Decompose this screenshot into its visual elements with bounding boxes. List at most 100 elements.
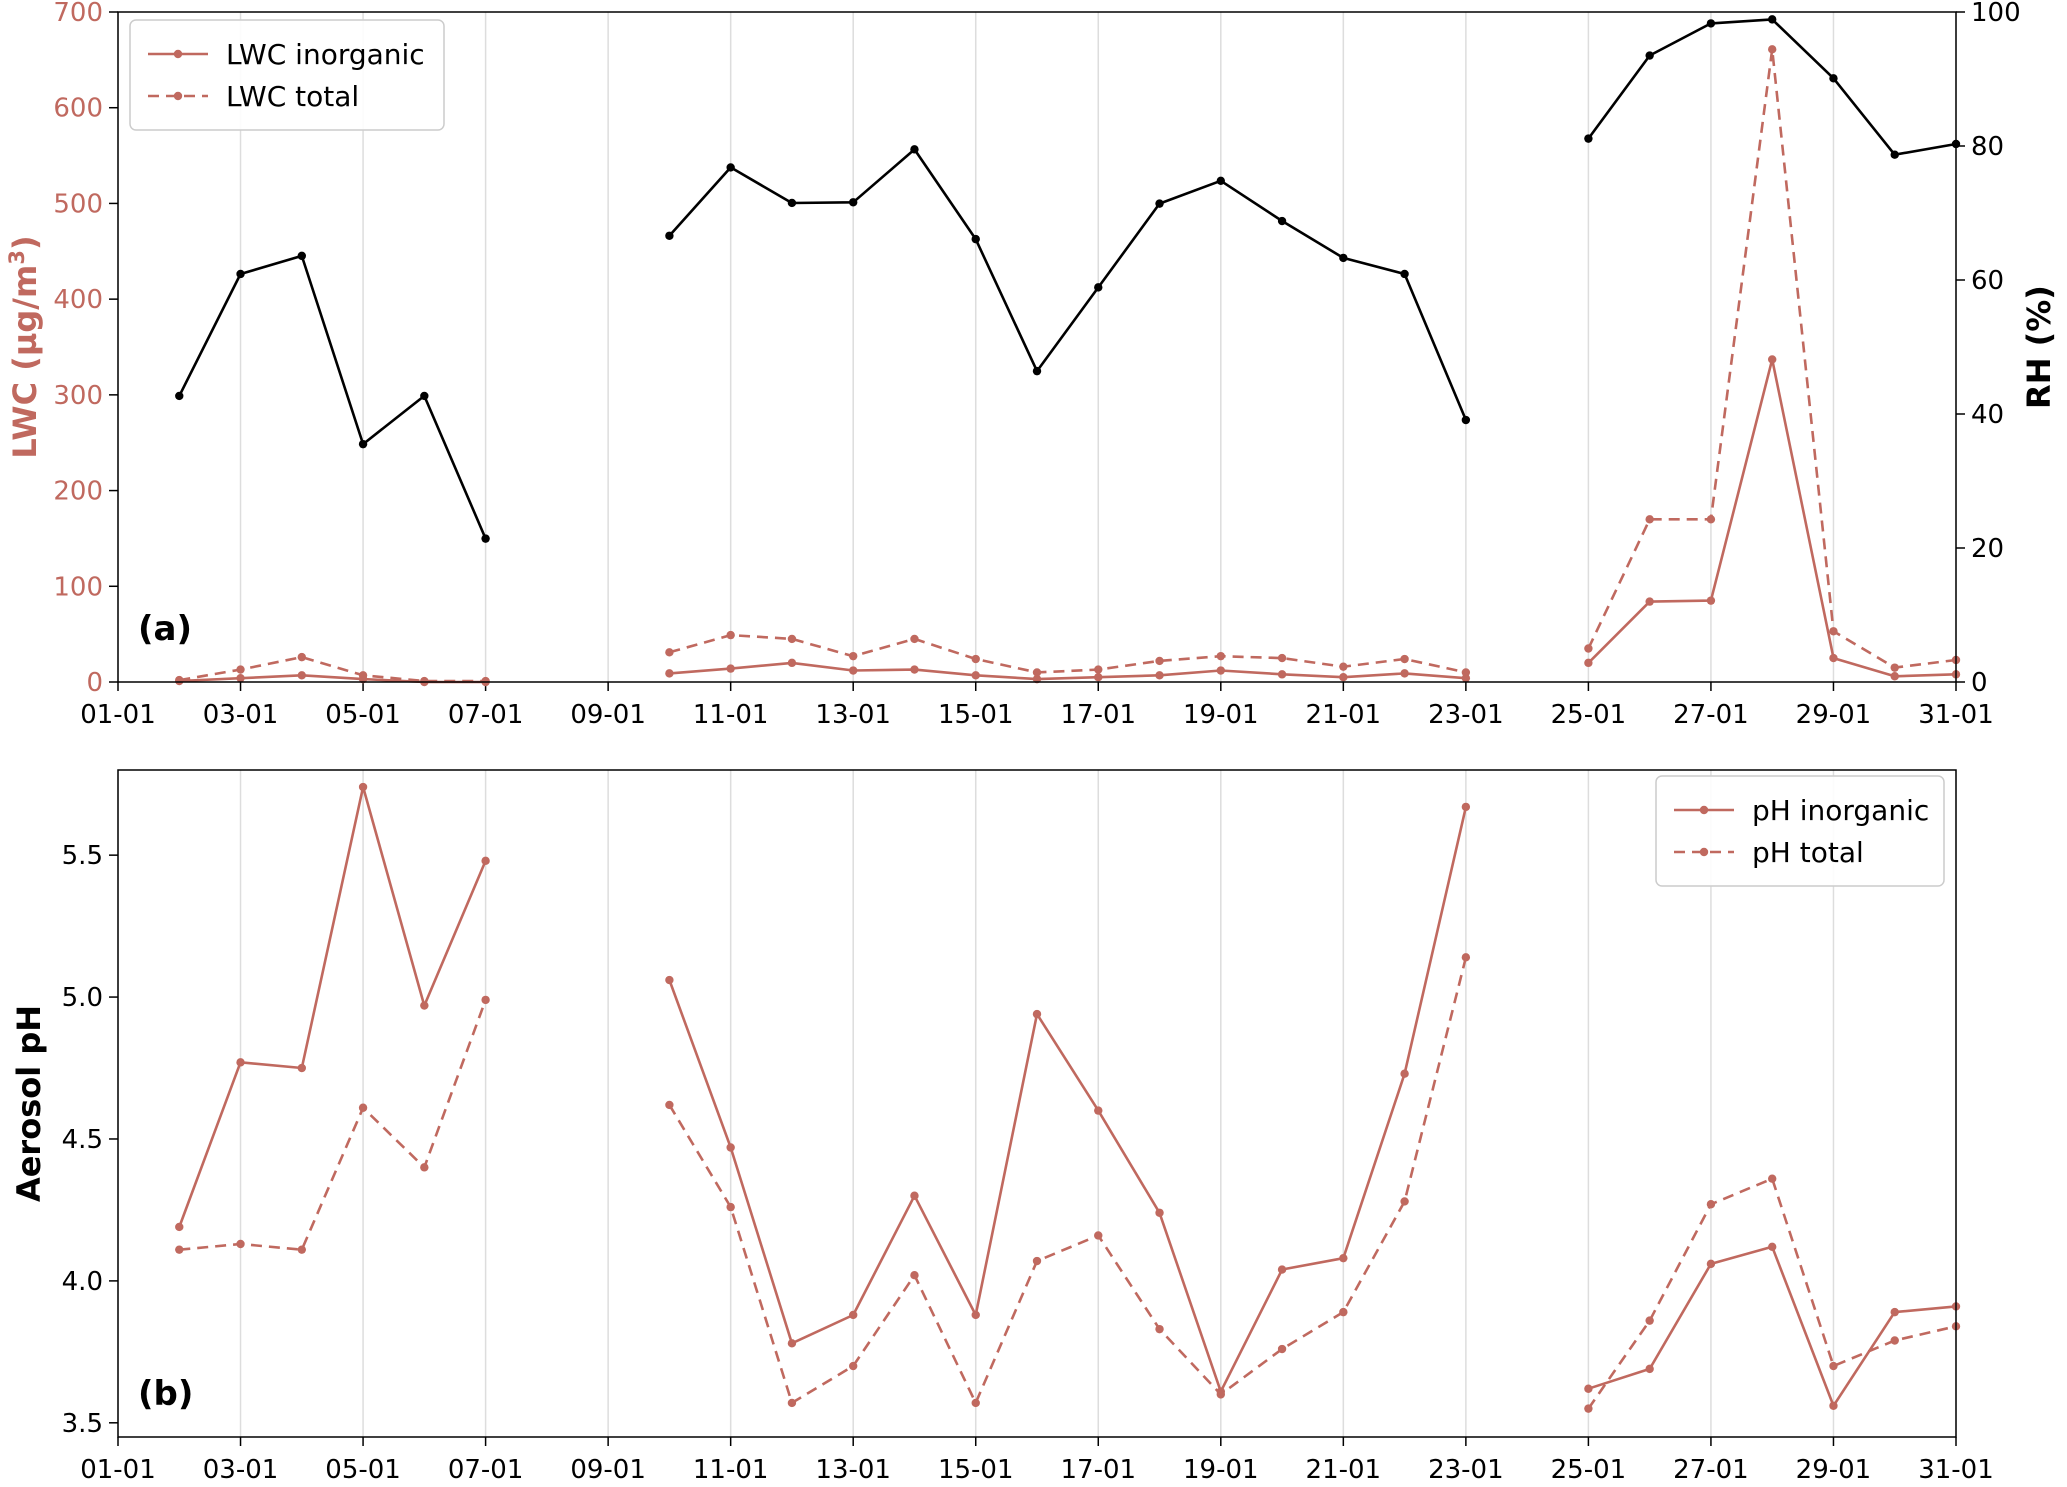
rh-series-point [726,163,735,172]
panel-a-lwc-rh-chart: 01-01 03-01 05-01 07-01 09-01 11-01 13-01 15-01… [5,0,2058,730]
legend-swatch-marker [1699,805,1709,815]
ph-total-series-point [971,1398,980,1408]
rh-series-point [1155,199,1164,208]
lwc-total-series-point [1461,668,1471,677]
ph-total-series-point [1339,1307,1348,1317]
panel-label-b: (b) [138,1374,193,1414]
x-tick-label: 29-01 [1796,700,1872,730]
lwc-total-series-point [1706,515,1716,524]
ph-inorganic-series-point [420,1001,429,1010]
rh-series-point [1706,19,1716,28]
lwc-inorganic-series-point [1584,658,1593,668]
lwc-inorganic-series-point [1890,672,1899,681]
rh-series-point [1829,74,1838,83]
x-tick-label: 11-01 [693,700,769,730]
ph-inorganic-series-point [1032,1009,1042,1019]
x-tick-label: 27-01 [1673,700,1749,730]
lwc-inorganic-series-point [910,665,919,674]
lwc-inorganic-series-point [1032,674,1042,684]
lwc-total-series-line [669,633,1467,674]
rh-series-point [297,251,306,261]
lwc-total-series-point [1829,627,1838,636]
lwc-total-series-point [1155,656,1164,666]
x-tick-label: 25-01 [1551,1455,1627,1485]
y-left-tick-label: 500 [53,189,103,219]
rh-series-point [1461,415,1471,425]
ph-inorganic-series-point [726,1143,735,1152]
ph-inorganic-series-point [1645,1364,1654,1374]
x-tick-label: 05-01 [325,1455,401,1485]
lwc-total-series-point [175,675,184,685]
lwc-inorganic-series-point [726,664,735,673]
x-tick-label: 13-01 [815,1455,891,1485]
x-tick-label: 21-01 [1306,1455,1382,1485]
ph-total-series-point [358,1103,368,1112]
ph-inorganic-series-line [668,806,1468,1393]
rh-series-line [178,254,487,540]
x-tick-label: 01-01 [80,700,156,730]
lwc-total-series-point [1890,663,1899,672]
ph-inorganic-series-point [910,1191,919,1200]
lwc-total-series-point [1768,45,1777,54]
ph-total-series-point [297,1245,306,1254]
y-tick-label: 3.5 [62,1409,103,1439]
lwc-inorganic-series-point [971,671,980,680]
x-tick-label: 23-01 [1428,700,1504,730]
legend-entry: LWC total [226,80,359,113]
y-left-tick-label: 600 [53,94,103,124]
rh-series-point [175,391,184,401]
ph-inorganic-series-point [1890,1307,1899,1317]
ph-total-series-point [175,1245,184,1254]
lwc-total-series-point [1400,654,1409,664]
ph-total-series-point [1829,1361,1838,1371]
lwc-inorganic-series-point [297,671,306,680]
ph-total-series-point [420,1163,429,1172]
ph-inorganic-series-point [1339,1253,1348,1263]
lwc-inorganic-series-line [1587,358,1957,678]
y-right-tick-label: 100 [1971,0,2021,28]
lwc-total-series-point [358,671,368,680]
x-tick-label: 29-01 [1796,1455,1872,1485]
legend-entry: LWC inorganic [226,38,425,71]
ph-total-series-point [1400,1197,1409,1206]
legend-swatch-marker [173,91,183,101]
panel-b-frame [117,769,1957,1438]
panel-label-a: (a) [138,609,192,649]
x-tick-label: 15-01 [938,1455,1014,1485]
lwc-total-series-point [1339,662,1348,671]
x-tick-label: 27-01 [1673,1455,1749,1485]
y-right-tick-label: 40 [1971,400,2004,430]
x-tick-label: 21-01 [1306,700,1382,730]
x-tick-label: 31-01 [1918,700,1994,730]
lwc-inorganic-series-point [1768,355,1777,364]
ph-inorganic-series-point [1155,1208,1164,1217]
ph-inorganic-series-line [178,785,487,1228]
rh-series-point [1645,51,1654,60]
rh-series-point [1094,283,1103,292]
y-right-tick-label: 0 [1971,668,1988,698]
rh-series-point [1339,253,1348,263]
ph-inorganic-series-point [481,856,490,866]
rh-series-point [236,269,245,279]
rh-series-point [1032,366,1042,376]
x-tick-label: 09-01 [570,1455,646,1485]
y-left-tick-label: 0 [86,668,103,698]
ph-inorganic-series-point [1400,1069,1409,1078]
rh-series-point [1216,176,1226,186]
lwc-inorganic-series-point [1339,673,1348,682]
x-tick-label: 17-01 [1060,1455,1136,1485]
y-right-tick-label: 20 [1971,534,2004,564]
rh-series-point [910,145,919,154]
ph-inorganic-series-point [1768,1242,1777,1252]
x-tick-label: 07-01 [448,700,524,730]
y-axis-label: Aerosol pH [10,1005,48,1202]
y-right-tick-label: 80 [1971,132,2004,162]
ph-inorganic-series-point [236,1058,245,1067]
lwc-total-series-point [787,634,797,644]
rh-series-point [665,231,674,240]
ph-inorganic-series-point [1277,1265,1287,1274]
x-tick-label: 05-01 [325,700,401,730]
ph-total-series-point [1768,1174,1777,1183]
ph-total-series-point [1706,1200,1716,1209]
